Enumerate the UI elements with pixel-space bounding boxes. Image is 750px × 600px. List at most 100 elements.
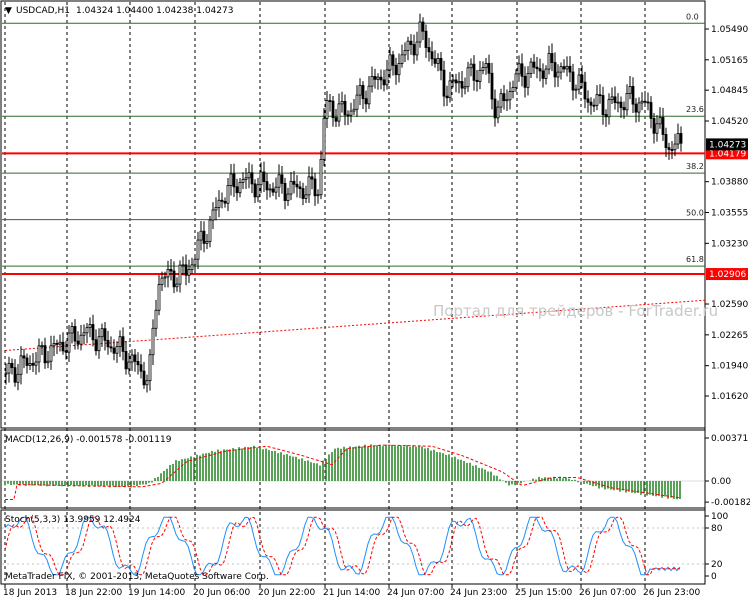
- candle-body: [586, 98, 590, 103]
- candle-body: [325, 100, 329, 119]
- candle-body: [580, 74, 584, 83]
- candle-body: [10, 362, 14, 369]
- candle-body: [313, 178, 317, 197]
- candle-body: [112, 347, 116, 354]
- price-tick-label: 1.02590: [711, 300, 748, 310]
- candle-body: [106, 339, 110, 348]
- candle-body: [13, 367, 17, 383]
- chart-menu-arrow-icon[interactable]: ▼: [5, 6, 12, 16]
- candle-body: [385, 69, 389, 86]
- fibo-level-label: 38.2: [686, 162, 704, 171]
- candle-body: [634, 103, 638, 113]
- candle-body: [298, 186, 302, 190]
- candle-body: [475, 79, 479, 82]
- candle-body: [160, 277, 164, 285]
- main-panel: [0, 0, 706, 429]
- candle-body: [454, 79, 458, 84]
- stoch-tick-label: 20: [711, 560, 723, 570]
- candle-body: [280, 174, 284, 184]
- time-label: 24 Jun 07:00: [387, 588, 444, 598]
- time-label: 24 Jun 23:00: [450, 588, 507, 598]
- candle-body: [610, 96, 614, 101]
- candle-body: [196, 239, 200, 260]
- candle-body: [223, 200, 227, 204]
- candle-body: [448, 80, 452, 99]
- candle-body: [319, 159, 323, 196]
- candle-body: [592, 104, 596, 107]
- price-tick-label: 1.03555: [711, 209, 748, 219]
- candle-body: [211, 209, 215, 221]
- candle-body: [154, 309, 158, 329]
- price-tick-label: 1.05490: [711, 25, 748, 35]
- candle-body: [229, 173, 233, 186]
- candle-body: [508, 91, 512, 101]
- candle-body: [574, 88, 578, 91]
- candle-body: [541, 70, 545, 79]
- candle-body: [22, 355, 26, 359]
- price-tick-label: 1.04845: [711, 86, 748, 96]
- candle-body: [301, 188, 305, 199]
- candle-body: [310, 176, 314, 180]
- macd-tick-label: 0.00371: [711, 434, 748, 444]
- time-label: 25 Jun 15:00: [515, 588, 572, 598]
- current-price-tag: [706, 138, 748, 151]
- candle-body: [4, 372, 8, 375]
- candle-body: [571, 71, 575, 91]
- candle-body: [136, 361, 140, 366]
- candle-body: [184, 264, 188, 276]
- candle-body: [643, 100, 647, 103]
- fibo-level-label: 0.0: [686, 12, 699, 21]
- candle-body: [406, 40, 410, 51]
- stoch-signal-line: [4, 516, 680, 576]
- candle-body: [364, 98, 368, 105]
- candle-body: [565, 65, 569, 70]
- candle-body: [640, 100, 644, 104]
- macd-tick-label: -0.00182: [711, 498, 750, 508]
- candle-body: [511, 87, 515, 92]
- candle-body: [178, 264, 182, 285]
- price-tick-label: 1.05165: [711, 56, 748, 66]
- stoch-tick-label: 100: [711, 512, 728, 522]
- candle-body: [436, 58, 440, 64]
- candle-body: [286, 193, 290, 201]
- candle-body: [352, 108, 356, 112]
- price-tick-label: 1.03230: [711, 239, 748, 249]
- candle-body: [517, 63, 521, 75]
- candle-body: [637, 102, 641, 113]
- candle-body: [667, 147, 671, 150]
- candle-body: [322, 117, 326, 160]
- fibo-level-label: 61.8: [686, 255, 704, 264]
- candle-body: [478, 69, 482, 82]
- candle-body: [220, 199, 224, 202]
- candle-body: [190, 264, 194, 271]
- candle-body: [403, 50, 407, 56]
- candle-body: [658, 117, 662, 125]
- candle-body: [271, 188, 275, 193]
- candle-body: [331, 100, 335, 119]
- watermark: Портал для трейдеров - ForTrader.ru: [433, 302, 718, 320]
- candle-body: [208, 219, 212, 242]
- candle-body: [277, 174, 281, 188]
- candle-body: [673, 143, 677, 151]
- candle-body: [487, 62, 491, 74]
- candle-body: [259, 171, 263, 186]
- candle-body: [214, 207, 218, 211]
- candle-body: [205, 241, 209, 244]
- candle-body: [439, 58, 443, 71]
- stoch-tick-label: 0: [711, 572, 717, 582]
- candle-body: [124, 351, 128, 370]
- candle-body: [607, 99, 611, 118]
- candle-body: [583, 81, 587, 100]
- candle-body: [202, 230, 206, 244]
- candle-body: [670, 149, 674, 151]
- candle-body: [79, 334, 83, 345]
- candle-body: [388, 54, 392, 71]
- stoch-title: Stoch(5,3,3) 13.9959 12.4924: [5, 515, 141, 525]
- candle-body: [664, 134, 668, 149]
- candle-body: [514, 73, 518, 88]
- candle-body: [496, 106, 500, 119]
- candle-body: [172, 270, 176, 288]
- candle-body: [67, 332, 71, 353]
